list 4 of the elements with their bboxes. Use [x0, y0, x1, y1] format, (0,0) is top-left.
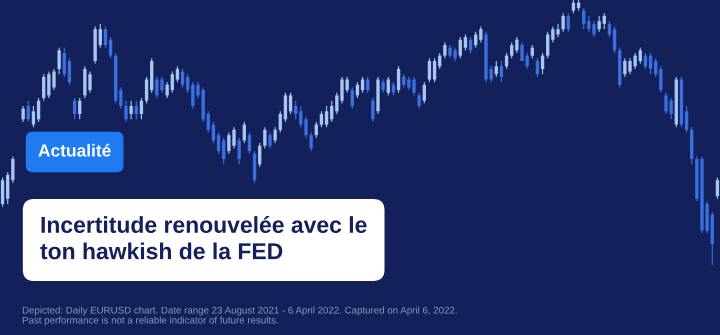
annotation: Actualité: [38, 144, 111, 157]
text: Past performance is not a reliable indicator of future results.: [22, 316, 278, 326]
text: Depicted: Daily EURUSD chart. Date range 23 August 2021 - 6 April 2022. Captured on April 6, 2022.: [22, 306, 457, 316]
text: Incertitude renouvelée avec le ton hawkish de la FED: [40, 216, 367, 260]
